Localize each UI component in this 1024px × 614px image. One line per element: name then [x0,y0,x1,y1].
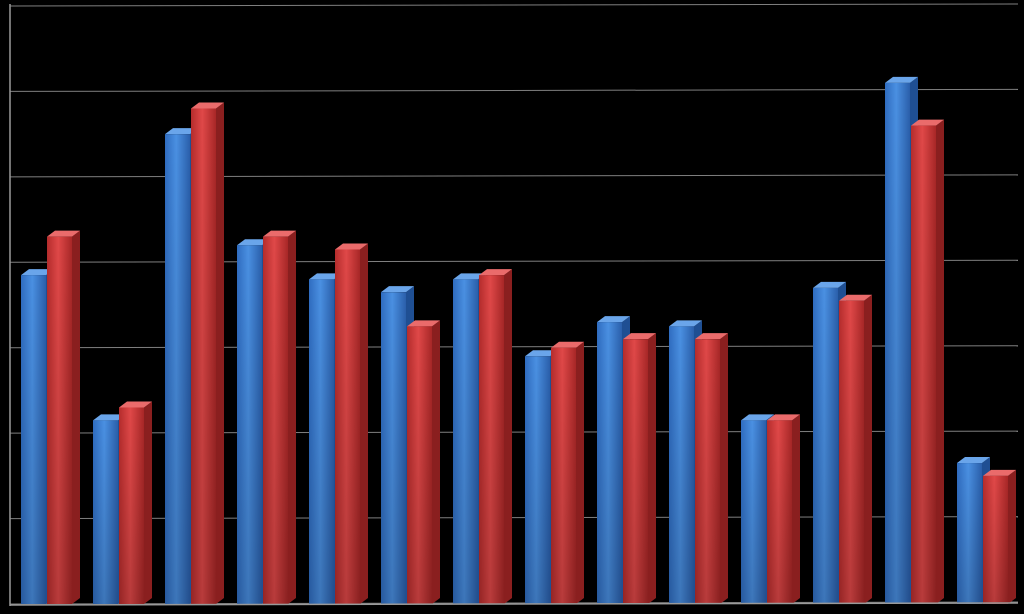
bar-top [309,273,342,280]
bar-top [525,350,558,357]
bar-top [669,320,702,327]
bar-series-2-category-9 [623,333,656,604]
bar-series-2-category-7 [479,269,512,604]
bar-top [741,414,774,421]
bar-series-1-category-1 [21,269,54,604]
bar-top [407,320,440,327]
bar-shade [623,339,648,604]
axes [9,4,1019,606]
bar-shade [983,475,1008,604]
bar-shade [525,356,550,604]
bar-series-2-category-11 [767,414,800,604]
bar-top [335,243,368,250]
bar-top [263,230,296,237]
gridline [9,3,1019,7]
bar-shade [695,339,720,604]
bar-side [936,119,944,604]
bar-shade [93,420,118,604]
bar-top [885,76,918,83]
bar-series-2-category-4 [263,230,296,604]
bar-top [813,281,846,288]
bar-top [21,269,54,276]
bar-top [767,414,800,421]
bar-side [576,341,584,604]
bar-top [191,102,224,109]
bar-series-2-category-13 [911,119,944,604]
bar-shade [191,108,216,604]
bar-top [957,457,990,464]
x-axis-line [9,602,1019,606]
bar-series-1-category-8 [525,350,558,604]
bar-side [72,230,80,604]
bar-top [911,119,944,126]
gridline [9,174,1019,178]
bar-side [720,333,728,604]
bar-shade [839,300,864,604]
bar-series-2-category-8 [551,341,584,604]
bar-shade [669,326,694,604]
bar-series-2-category-10 [695,333,728,604]
bar-side [216,102,224,604]
bar-shade [885,82,910,604]
bar-shade [767,420,792,604]
bar-shade [741,420,766,604]
bar-series-2-category-5 [335,243,368,604]
bar-shade [119,407,144,604]
bar-shade [237,245,262,604]
bar-top [93,414,126,421]
bar-series [21,76,1016,604]
bar-series-2-category-6 [407,320,440,604]
bar-top [695,333,728,340]
bar-top [47,230,80,237]
bar-top [381,286,414,293]
bar-series-2-category-12 [839,294,872,604]
bar-top [983,469,1016,476]
bar-shade [21,275,46,604]
gridline [9,88,1019,92]
bar-side [648,333,656,604]
bar-shade [381,292,406,604]
bar-top [839,294,872,301]
bar-shade [957,463,982,604]
bar-series-2-category-3 [191,102,224,604]
bar-top [551,341,584,348]
bar-top [165,128,198,135]
bar-side [360,243,368,604]
bar-series-2-category-2 [119,401,152,604]
bar-shade [453,279,478,604]
bar-series-2-category-1 [47,230,80,604]
bar-side [144,401,152,604]
bar-shade [165,134,190,604]
bar-shade [335,249,360,604]
bar-top [623,333,656,340]
bar-side [288,230,296,604]
bar-shade [47,236,72,604]
bar-shade [263,236,288,604]
bar-top [119,401,152,408]
bar-shade [551,347,576,604]
bar-side [864,294,872,604]
bar-top [453,273,486,280]
gridline [9,259,1019,263]
bar-top [479,269,512,276]
bar-shade [407,326,432,604]
bar-series-1-category-10 [669,320,702,604]
bar-shade [597,322,622,604]
bar-side [1008,469,1016,604]
bar-top [237,239,270,246]
bar-shade [309,279,334,604]
bar-shade [911,125,936,604]
bar-shade [813,287,838,604]
bar-side [504,269,512,604]
bar-top [597,316,630,323]
bar-side [432,320,440,604]
bar-side [792,414,800,604]
bar-series-2-category-14 [983,469,1016,604]
bar-shade [479,275,504,604]
